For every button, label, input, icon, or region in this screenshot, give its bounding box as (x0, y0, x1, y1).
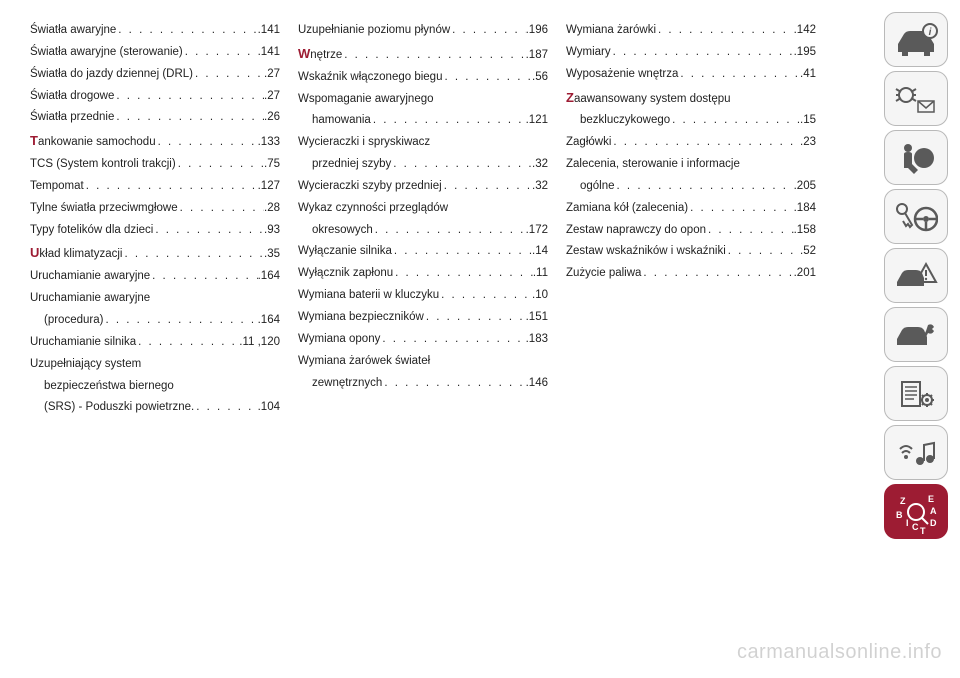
svg-text:i: i (929, 27, 932, 38)
key-steering-icon[interactable] (884, 189, 948, 244)
collision-warn-icon[interactable] (884, 248, 948, 303)
index-entry: Wymiana żarówki . . . . . . . . . . . . … (566, 20, 816, 42)
index-entry: Typy fotelików dla dzieci . . . . . . . … (30, 220, 280, 242)
index-entry: Wskaźnik włączonego biegu . . . . . . . … (298, 67, 548, 89)
index-entry-cont: (SRS) - Poduszki powietrzne. . . . . . .… (30, 397, 280, 419)
index-entry: Zaawansowany system dostępu (566, 86, 816, 111)
index-entry-cont: bezkluczykowego . . . . . . . . . . . . … (566, 110, 816, 132)
index-entry: Tylne światła przeciwmgłowe . . . . . . … (30, 198, 280, 220)
index-entry-cont: hamowania . . . . . . . . . . . . . . . … (298, 110, 548, 132)
index-column-1: Światła awaryjne . . . . . . . . . . . .… (30, 20, 298, 658)
index-entry: Światła awaryjne (sterowanie) . . . . . … (30, 42, 280, 64)
index-entry: Wymiana bezpieczników . . . . . . . . . … (298, 307, 548, 329)
svg-text:A: A (930, 506, 937, 516)
index-icon[interactable]: Z E B A I D C T (884, 484, 948, 539)
index-entry: Zamiana kół (zalecenia) . . . . . . . . … (566, 198, 816, 220)
index-entry: Uzupełnianie poziomu płynów . . . . . . … (298, 20, 548, 42)
section-sidebar: i (884, 12, 948, 539)
index-entry-cont: bezpieczeństwa biernego (30, 376, 280, 398)
index-entry: TCS (System kontroli trakcji) . . . . . … (30, 154, 280, 176)
index-entry: Światła drogowe . . . . . . . . . . . . … (30, 86, 280, 108)
document-gear-icon[interactable] (884, 366, 948, 421)
index-entry-cont: przedniej szyby . . . . . . . . . . . . … (298, 154, 548, 176)
media-wifi-icon[interactable] (884, 425, 948, 480)
index-entry: Zużycie paliwa . . . . . . . . . . . . .… (566, 263, 816, 285)
index-entry: Światła przednie . . . . . . . . . . . .… (30, 107, 280, 129)
index-entry-cont: ogólne . . . . . . . . . . . . . . . . .… (566, 176, 816, 198)
index-column-2: Uzupełnianie poziomu płynów . . . . . . … (298, 20, 566, 658)
index-entry: Uruchamianie silnika . . . . . . . . . .… (30, 332, 280, 354)
index-entry: Tempomat . . . . . . . . . . . . . . . .… (30, 176, 280, 198)
index-entry: Wyłącznik zapłonu . . . . . . . . . . . … (298, 263, 548, 285)
svg-text:Z: Z (900, 496, 906, 506)
index-entry: Układ klimatyzacji . . . . . . . . . . .… (30, 241, 280, 266)
index-entry: Zestaw wskaźników i wskaźniki . . . . . … (566, 241, 816, 263)
car-info-icon[interactable]: i (884, 12, 948, 67)
watermark-text: carmanualsonline.info (737, 641, 942, 664)
lights-mail-icon[interactable] (884, 71, 948, 126)
index-entry: Wymiana opony . . . . . . . . . . . . . … (298, 329, 548, 351)
index-entry: Zalecenia, sterowanie i informacje (566, 154, 816, 176)
car-service-icon[interactable] (884, 307, 948, 362)
index-entry: Wyłączanie silnika . . . . . . . . . . .… (298, 241, 548, 263)
svg-text:E: E (928, 494, 934, 504)
index-entry: Wspomaganie awaryjnego (298, 89, 548, 111)
index-entry: Uruchamianie awaryjne (30, 288, 280, 310)
airbag-icon[interactable] (884, 130, 948, 185)
svg-text:T: T (920, 526, 926, 534)
index-entry: Uzupełniający system (30, 354, 280, 376)
index-page: Światła awaryjne . . . . . . . . . . . .… (0, 0, 870, 678)
index-column-3: Wymiana żarówki . . . . . . . . . . . . … (566, 20, 834, 658)
index-entry: Wymiana żarówek świateł (298, 351, 548, 373)
index-entry: Tankowanie samochodu . . . . . . . . . .… (30, 129, 280, 154)
index-entry: Zagłówki . . . . . . . . . . . . . . . .… (566, 132, 816, 154)
index-entry-cont: okresowych . . . . . . . . . . . . . . .… (298, 220, 548, 242)
index-entry: Wycieraczki i spryskiwacz (298, 132, 548, 154)
index-entry: Wycieraczki szyby przedniej . . . . . . … (298, 176, 548, 198)
index-entry: Wymiary . . . . . . . . . . . . . . . . … (566, 42, 816, 64)
index-entry: Wykaz czynności przeglądów (298, 198, 548, 220)
index-entry: Światła awaryjne . . . . . . . . . . . .… (30, 20, 280, 42)
svg-text:I: I (906, 518, 909, 528)
index-entry: Wyposażenie wnętrza . . . . . . . . . . … (566, 64, 816, 86)
index-entry-cont: (procedura) . . . . . . . . . . . . . . … (30, 310, 280, 332)
svg-text:C: C (912, 522, 919, 532)
index-entry: Światła do jazdy dziennej (DRL) . . . . … (30, 64, 280, 86)
index-entry: Wymiana baterii w kluczyku . . . . . . .… (298, 285, 548, 307)
index-entry: Zestaw naprawczy do opon . . . . . . . .… (566, 220, 816, 242)
index-entry: Wnętrze . . . . . . . . . . . . . . . . … (298, 42, 548, 67)
index-entry-cont: zewnętrznych . . . . . . . . . . . . . .… (298, 373, 548, 395)
svg-text:B: B (896, 510, 903, 520)
index-entry: Uruchamianie awaryjne . . . . . . . . . … (30, 266, 280, 288)
svg-text:D: D (930, 518, 937, 528)
